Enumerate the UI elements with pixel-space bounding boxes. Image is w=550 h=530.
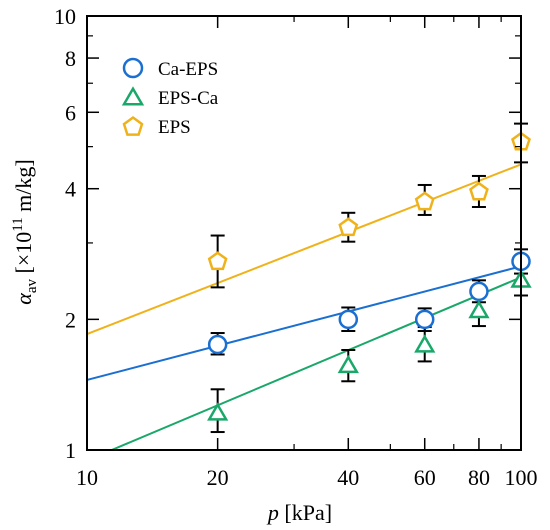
y-tick-label: 1 xyxy=(65,438,76,463)
x-tick-label: 60 xyxy=(414,465,436,490)
y-axis-unit-start: [×10 xyxy=(11,232,36,279)
y-axis: 1 2 4 6 8 10 xyxy=(54,4,521,463)
x-tick-label: 10 xyxy=(76,465,98,490)
data-point-eps xyxy=(469,181,489,201)
data-point-eps xyxy=(414,191,435,211)
legend-marker-eps-ca xyxy=(121,86,145,106)
y-tick-label: 2 xyxy=(65,307,76,332)
data-point-ca-eps xyxy=(414,309,435,330)
y-axis-symbol: α xyxy=(11,293,36,305)
x-axis: 10 20 40 60 80 100 xyxy=(76,16,538,490)
data-point-eps xyxy=(338,217,359,237)
legend-marker-eps xyxy=(122,115,144,136)
fit-line-eps xyxy=(86,163,522,335)
legend-label: Ca-EPS xyxy=(158,59,218,80)
legend-label: EPS-Ca xyxy=(158,88,219,109)
data-point-eps xyxy=(207,251,228,271)
plot-frame xyxy=(86,15,522,451)
y-tick-label: 8 xyxy=(65,46,76,71)
x-axis-symbol: p xyxy=(266,500,279,525)
legend: Ca-EPS EPS-Ca EPS xyxy=(121,57,219,138)
legend-marker-ca-eps xyxy=(122,57,144,79)
y-axis-title: αav [×1011 m/kg] xyxy=(10,159,40,304)
data-point-ca-eps xyxy=(207,334,228,355)
fit-line-eps-ca xyxy=(111,276,522,451)
y-axis-subscript: av xyxy=(24,279,40,294)
y-tick-label: 10 xyxy=(54,4,76,29)
x-axis-unit: [kPa] xyxy=(279,500,332,525)
x-tick-label: 100 xyxy=(505,465,538,490)
fit-lines xyxy=(86,163,522,451)
data-point-eps-ca xyxy=(414,334,436,353)
x-axis-title: p [kPa] xyxy=(266,500,332,525)
data-point-ca-eps xyxy=(338,309,359,330)
x-tick-label: 20 xyxy=(207,465,229,490)
y-tick-label: 6 xyxy=(65,100,76,125)
fit-line-ca-eps xyxy=(86,265,522,381)
y-axis-unit-end: m/kg] xyxy=(11,159,36,217)
y-axis-exponent: 11 xyxy=(10,217,26,231)
data-point-ca-eps xyxy=(469,281,489,302)
y-tick-label: 4 xyxy=(65,177,76,202)
legend-label: EPS xyxy=(158,117,191,138)
data-point-eps-ca xyxy=(337,354,359,374)
data-point-eps-ca xyxy=(207,402,229,421)
x-tick-label: 80 xyxy=(468,465,490,490)
data-point-eps-ca xyxy=(468,299,490,319)
x-tick-label: 40 xyxy=(337,465,359,490)
